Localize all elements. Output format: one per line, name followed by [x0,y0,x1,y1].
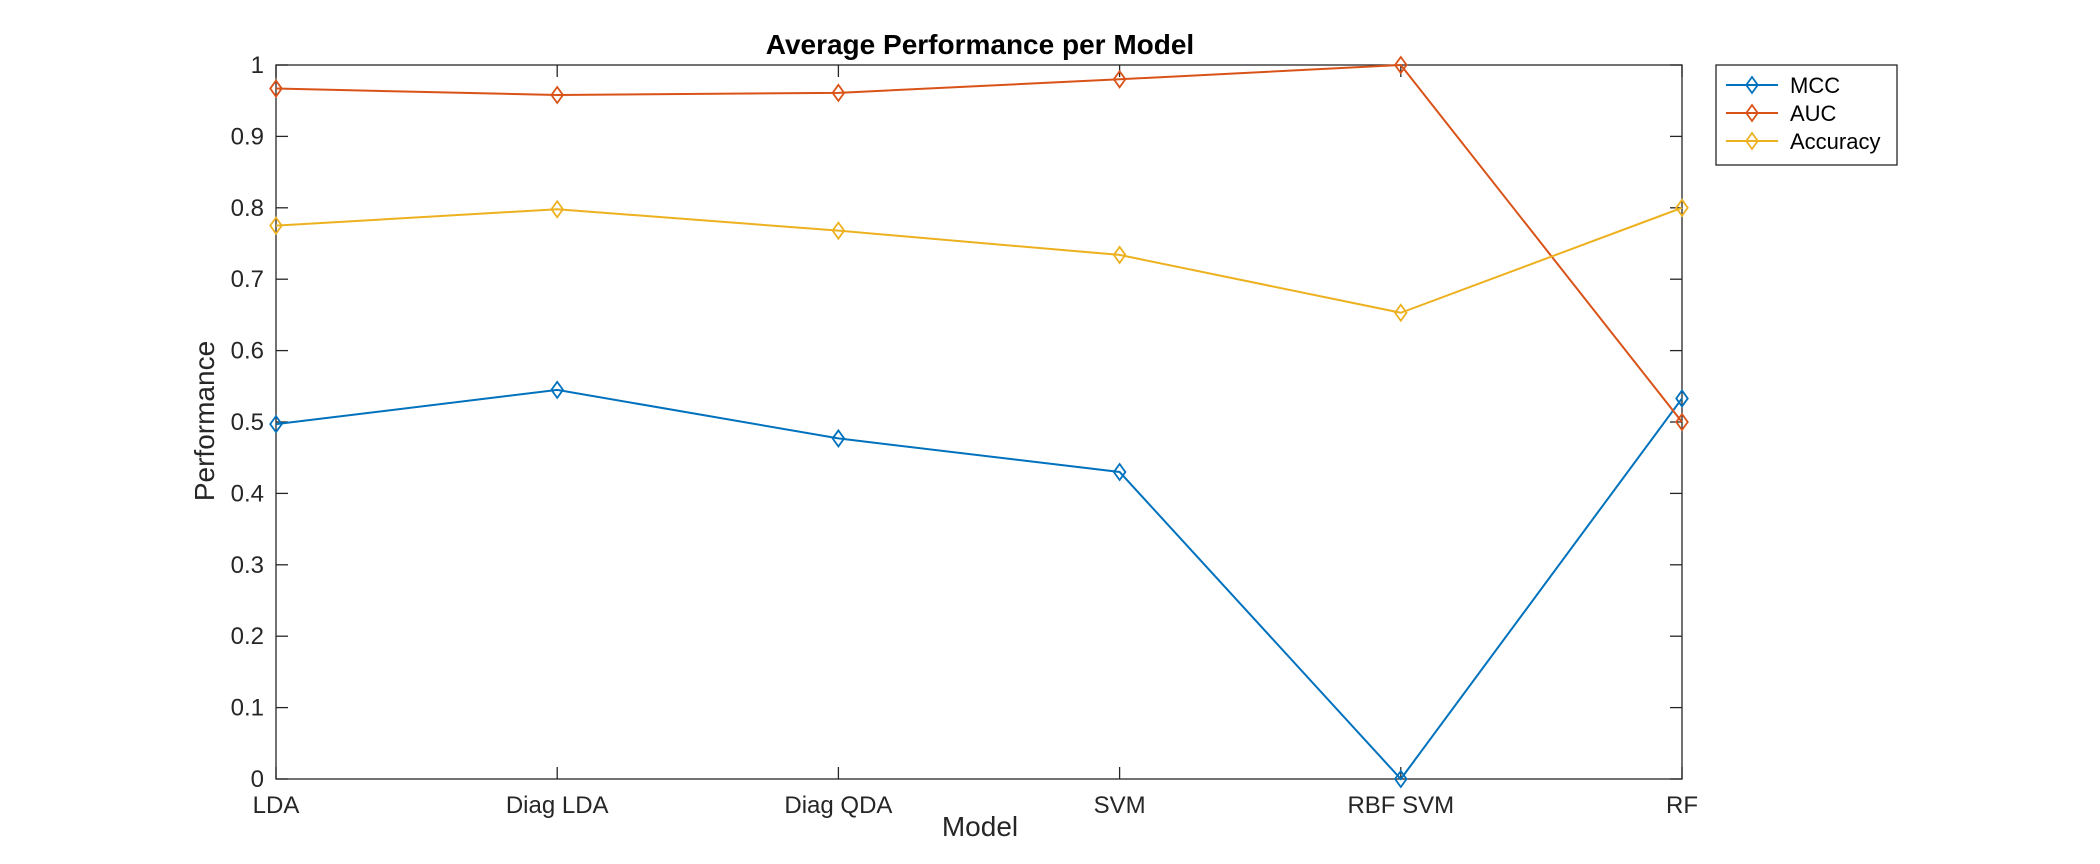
y-tick-label: 0.1 [231,695,264,722]
y-tick-label: 0.3 [231,552,264,579]
legend: MCC AUC Accuracy [1715,64,1898,166]
series-accuracy [269,198,1689,323]
data-point-auc [1393,55,1408,75]
y-tick-label: 0.6 [231,338,264,365]
data-point-mcc [269,414,283,434]
y-axis-label: Performance [189,341,220,501]
y-tick-label: 0.2 [231,623,264,650]
data-point-auc [1675,412,1689,432]
series-auc [269,55,1689,432]
data-point-auc [269,79,283,99]
y-tick-label: 0.4 [231,480,264,507]
legend-label-accuracy: Accuracy [1790,129,1880,154]
chart-title: Average Performance per Model [766,29,1194,60]
data-point-mcc [831,428,846,448]
y-tick-label: 0 [251,766,264,793]
series-line-auc [275,63,1683,423]
x-tick-label: Diag QDA [784,792,892,819]
legend-marker-mcc [1745,75,1759,95]
y-tick-label: 0.5 [231,409,264,436]
data-point-accuracy [550,199,565,219]
y-tick-label: 0.7 [231,266,264,293]
data-point-accuracy [1393,303,1408,323]
plot-area: 0 0.1 0.2 0.3 0.4 0.5 0.6 0.7 0.8 0.9 1 LDA Diag LDA… [231,52,1698,819]
data-point-accuracy [831,221,846,241]
data-point-mcc [550,380,565,400]
data-point-mcc [1393,769,1408,789]
data-point-accuracy [1112,245,1127,265]
data-point-auc [831,83,846,103]
x-tick-label: RF [1666,792,1698,819]
x-tick-label: SVM [1094,792,1146,819]
x-axis-label: Model [942,811,1018,842]
legend-marker-accuracy [1745,131,1759,151]
legend-box [1715,64,1898,166]
x-tick-label: Diag LDA [506,792,609,819]
axes-box [275,64,1683,780]
data-point-auc [550,85,565,105]
data-point-mcc [1112,462,1127,482]
legend-marker-auc [1745,103,1759,123]
legend-label-mcc: MCC [1790,73,1840,98]
data-point-auc [1112,69,1127,89]
x-tick-label: RBF SVM [1347,792,1454,819]
x-tick-label: LDA [253,792,300,819]
series-line-accuracy [275,206,1683,314]
series-line-mcc [275,388,1683,781]
data-point-accuracy [269,216,283,236]
y-tick-label: 1 [251,52,264,79]
data-point-mcc [1675,388,1689,408]
data-point-accuracy [1675,198,1689,218]
series-mcc [269,380,1689,789]
legend-label-auc: AUC [1790,101,1837,126]
y-tick-label: 0.9 [231,123,264,150]
y-tick-label: 0.8 [231,195,264,222]
